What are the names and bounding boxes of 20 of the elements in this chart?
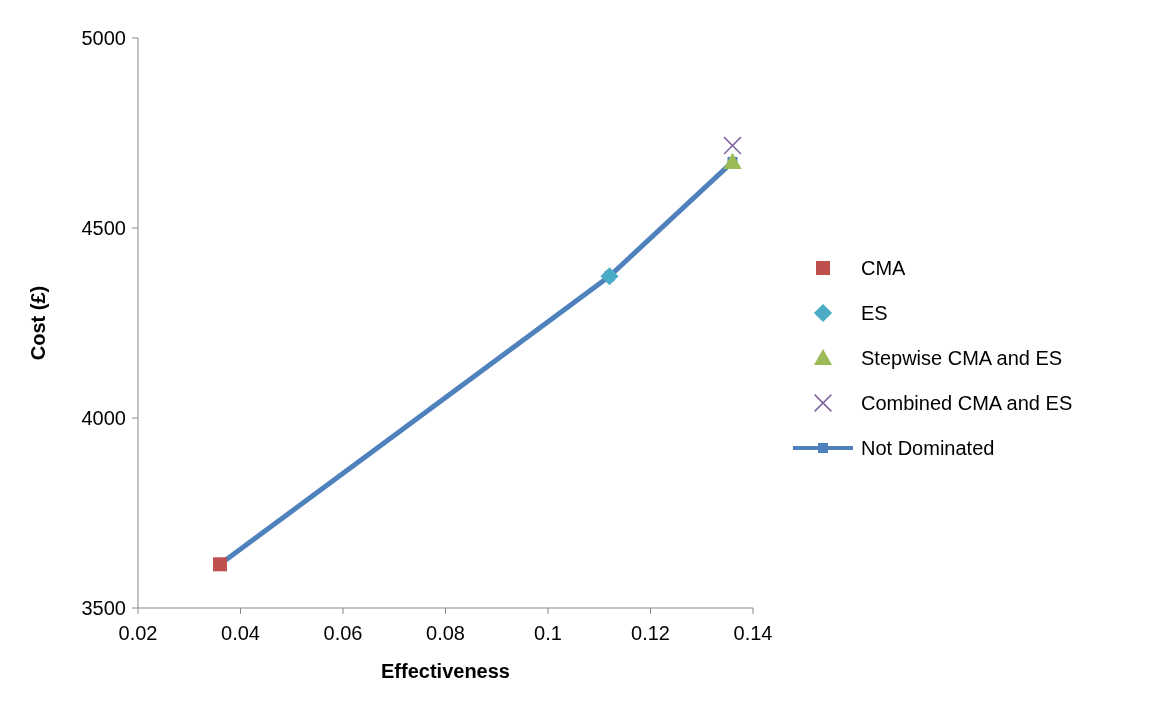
x-tick-label: 0.04 (221, 622, 260, 645)
point (600, 267, 619, 286)
y-tick-label: 5000 (81, 27, 126, 50)
x-tick-label: 0.1 (534, 622, 562, 645)
x-tick-label: 0.06 (323, 622, 363, 645)
legend-label: CMA (861, 256, 906, 280)
legend-label: Not Dominated (861, 436, 995, 460)
y-axis-title: Cost (£) (27, 285, 50, 361)
x-tick-label: 0.14 (733, 622, 773, 645)
x-tick-label: 0.08 (426, 622, 465, 645)
y-tick-label: 4000 (81, 407, 126, 430)
x-tick-label: 0.12 (631, 622, 670, 645)
x-axis-title: Effectiveness (381, 660, 510, 682)
legend-label: Combined CMA and ES (861, 391, 1073, 415)
legend-label: ES (861, 301, 888, 325)
legend-label: Stepwise CMA and ES (861, 346, 1063, 370)
point (723, 152, 742, 169)
x-tick-label: 0.02 (118, 622, 158, 645)
y-tick-label: 4500 (81, 217, 126, 240)
y-tick-label: 3500 (81, 597, 126, 620)
